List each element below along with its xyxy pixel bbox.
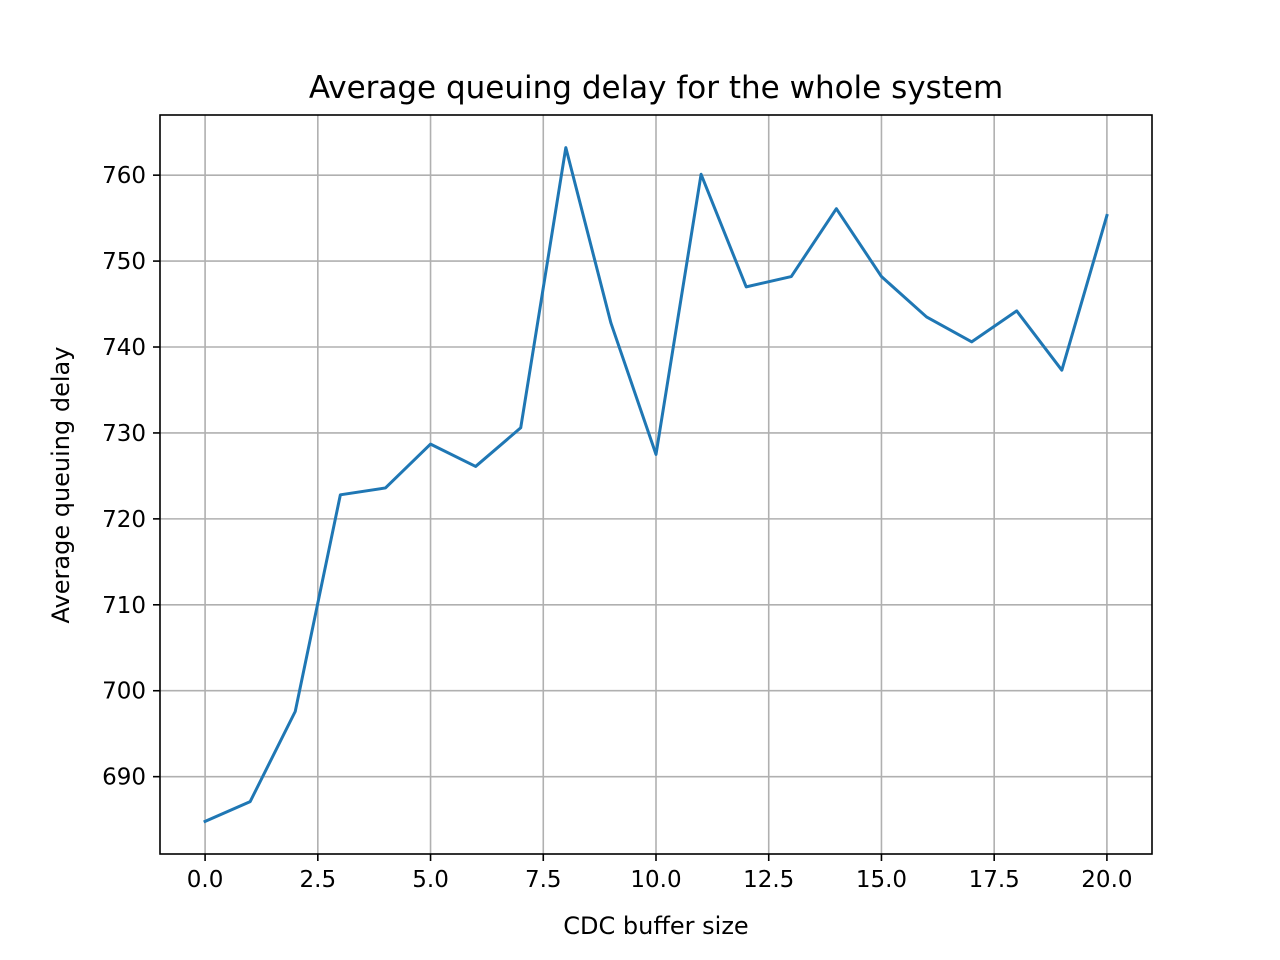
y-tick-labels: 690 700 710 720 730 740 750 760 (102, 163, 146, 791)
y-tick-label: 750 (102, 249, 146, 275)
y-axis-label: Average queuing delay (47, 347, 75, 624)
x-axis-label: CDC buffer size (563, 912, 748, 940)
x-tick-label: 12.5 (743, 867, 794, 893)
y-tick-label: 730 (102, 421, 146, 447)
y-tick-label: 720 (102, 507, 146, 533)
x-tick-label: 0.0 (187, 867, 224, 893)
grid-lines (160, 115, 1152, 854)
y-tick-label: 740 (102, 335, 146, 361)
x-tick-label: 20.0 (1081, 867, 1132, 893)
x-tick-label: 7.5 (525, 867, 562, 893)
x-tick-labels: 0.0 2.5 5.0 7.5 10.0 12.5 15.0 17.5 20.0 (187, 867, 1133, 893)
series-line (203, 146, 1109, 824)
x-tick-label: 2.5 (300, 867, 337, 893)
y-tick-label: 690 (102, 765, 146, 791)
tick-marks (153, 174, 1108, 861)
chart-title: Average queuing delay for the whole syst… (309, 70, 1003, 106)
series-layer (203, 146, 1109, 824)
y-tick-label: 710 (102, 593, 146, 619)
x-tick-label: 10.0 (630, 867, 681, 893)
x-tick-label: 5.0 (412, 867, 449, 893)
y-tick-label: 700 (102, 679, 146, 705)
x-tick-label: 15.0 (856, 867, 907, 893)
x-tick-label: 17.5 (969, 867, 1020, 893)
y-tick-label: 760 (102, 163, 146, 189)
